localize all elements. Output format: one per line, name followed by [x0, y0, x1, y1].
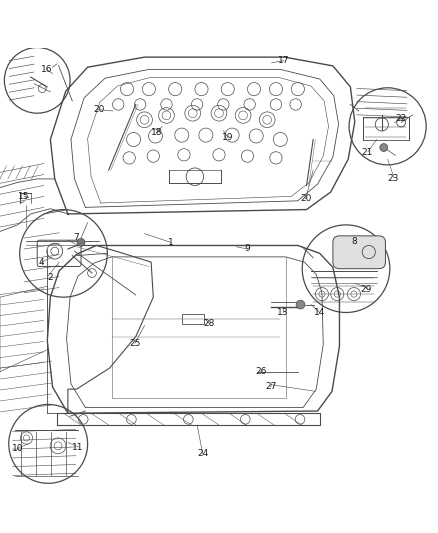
Text: 26: 26: [255, 367, 266, 376]
Circle shape: [77, 238, 85, 246]
Bar: [363, 117, 409, 140]
Text: 7: 7: [73, 233, 79, 242]
Text: 21: 21: [361, 148, 373, 157]
Circle shape: [380, 143, 388, 151]
FancyBboxPatch shape: [333, 236, 385, 269]
Text: 15: 15: [18, 192, 30, 201]
Text: 20: 20: [93, 105, 104, 114]
Text: 1: 1: [168, 238, 174, 247]
Text: 8: 8: [351, 237, 357, 246]
Text: 16: 16: [41, 65, 53, 74]
Text: 19: 19: [222, 133, 233, 142]
Text: 20: 20: [300, 194, 311, 203]
Text: 4: 4: [39, 259, 44, 268]
Text: 23: 23: [388, 174, 399, 183]
Text: 22: 22: [396, 114, 407, 123]
Circle shape: [296, 300, 305, 309]
Text: 29: 29: [360, 285, 371, 294]
Text: 2: 2: [48, 272, 53, 281]
Text: 27: 27: [265, 383, 276, 391]
Text: 17: 17: [278, 56, 290, 65]
Text: 13: 13: [277, 308, 288, 317]
Text: 25: 25: [129, 338, 141, 348]
Text: 11: 11: [72, 443, 84, 453]
Text: 18: 18: [151, 128, 162, 138]
Text: 28: 28: [204, 319, 215, 328]
Bar: [182, 314, 204, 324]
Text: 24: 24: [197, 449, 208, 458]
Text: 14: 14: [314, 308, 325, 317]
Text: 10: 10: [12, 444, 23, 453]
Text: 9: 9: [244, 245, 251, 254]
